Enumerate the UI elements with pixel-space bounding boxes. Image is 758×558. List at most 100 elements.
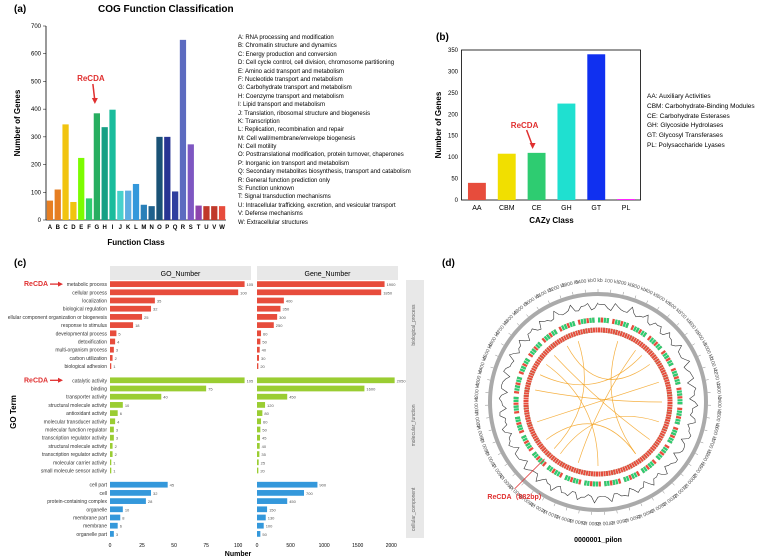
svg-text:1: 1 <box>113 364 116 369</box>
svg-text:developmental process: developmental process <box>56 331 108 337</box>
svg-text:C: C <box>63 225 68 231</box>
cog-legend-item: E: Amino acid transport and metabolism <box>238 68 418 76</box>
svg-text:A: A <box>48 225 53 231</box>
svg-text:GO_Number: GO_Number <box>161 271 201 278</box>
svg-text:5400 kb: 5400 kb <box>575 278 594 286</box>
svg-text:400: 400 <box>286 299 293 304</box>
svg-text:3: 3 <box>116 428 119 433</box>
cog-legend-item: P: Inorganic ion transport and metabolis… <box>238 160 418 168</box>
svg-text:100: 100 <box>234 543 243 549</box>
svg-text:25: 25 <box>144 315 149 320</box>
panel-a-title: COG Function Classification <box>98 4 234 15</box>
cog-legend-item: V: Defense mechanisms <box>238 210 418 218</box>
svg-text:response to stimulus: response to stimulus <box>61 323 107 329</box>
cog-legend-item: S: Function unknown <box>238 185 418 193</box>
svg-text:100: 100 <box>266 524 273 529</box>
svg-text:molecular transducer activity: molecular transducer activity <box>44 419 108 425</box>
svg-text:U: U <box>204 225 208 231</box>
svg-text:5: 5 <box>118 331 121 336</box>
cog-legend-item: C: Energy production and conversion <box>238 51 418 59</box>
svg-text:P: P <box>165 225 169 231</box>
svg-text:60: 60 <box>263 331 268 336</box>
svg-text:T: T <box>197 225 201 231</box>
svg-text:small molecule sensor activity: small molecule sensor activity <box>41 469 108 475</box>
panel-c-chart: GO_NumberGene_NumberGO Termmetabolic pro… <box>8 266 428 558</box>
svg-text:metabolic process: metabolic process <box>67 282 108 288</box>
svg-text:detoxification: detoxification <box>78 340 107 346</box>
svg-text:N: N <box>149 225 153 231</box>
svg-text:450: 450 <box>289 499 296 504</box>
svg-text:105: 105 <box>247 282 254 287</box>
cog-legend-item: W: Extracellular structures <box>238 219 418 227</box>
svg-text:multi-organism process: multi-organism process <box>55 348 107 354</box>
panel-b-legend: AA: Auxiliary ActivitiesCBM: Carbohydrat… <box>647 92 757 151</box>
svg-text:molecular_function: molecular_function <box>411 404 417 446</box>
svg-text:CBM: CBM <box>499 205 515 212</box>
svg-text:150: 150 <box>269 507 276 512</box>
svg-text:Function Class: Function Class <box>107 238 165 247</box>
svg-text:700: 700 <box>306 491 313 496</box>
svg-text:cellular component organizatio: cellular component organization or bioge… <box>8 315 107 321</box>
svg-text:catalytic activity: catalytic activity <box>72 378 107 384</box>
svg-text:700: 700 <box>31 24 42 30</box>
svg-text:AA: AA <box>472 205 482 212</box>
svg-text:organelle: organelle <box>86 507 107 513</box>
cog-legend-item: D: Cell cycle control, cell division, ch… <box>238 59 418 67</box>
panel-a: (a) COG Function Classification 01002003… <box>8 4 428 252</box>
svg-text:W: W <box>219 225 225 231</box>
svg-text:J: J <box>119 225 122 231</box>
svg-text:3: 3 <box>116 532 119 537</box>
svg-text:2: 2 <box>115 452 118 457</box>
svg-text:membrane part: membrane part <box>73 516 108 522</box>
cog-legend-item: Q: Secondary metabolites biosynthesis, t… <box>238 168 418 176</box>
cog-legend-item: O: Posttranslational modification, prote… <box>238 151 418 159</box>
svg-text:2: 2 <box>115 356 118 361</box>
svg-text:4: 4 <box>117 419 120 424</box>
svg-text:biological adhesion: biological adhesion <box>64 364 107 370</box>
svg-text:antioxidant activity: antioxidant activity <box>66 411 107 417</box>
svg-text:2000: 2000 <box>386 543 397 549</box>
svg-text:40: 40 <box>163 395 168 400</box>
svg-text:20: 20 <box>260 364 265 369</box>
cog-legend-item: N: Cell motility <box>238 143 418 151</box>
svg-text:28: 28 <box>148 499 153 504</box>
svg-text:50: 50 <box>451 177 458 183</box>
cazy-legend-item: PL: Polysaccharide Lyases <box>647 141 757 151</box>
svg-text:transporter activity: transporter activity <box>66 395 107 401</box>
svg-text:1: 1 <box>113 469 116 474</box>
svg-text:V: V <box>212 225 216 231</box>
svg-text:structural molecule activity: structural molecule activity <box>48 403 107 409</box>
svg-text:35: 35 <box>261 452 266 457</box>
svg-text:40: 40 <box>262 444 267 449</box>
svg-text:ReCDA: ReCDA <box>24 281 48 288</box>
svg-text:binding: binding <box>91 387 107 393</box>
svg-text:0: 0 <box>455 198 459 204</box>
svg-text:1600: 1600 <box>366 387 376 392</box>
svg-text:3: 3 <box>116 348 119 353</box>
svg-text:0000001_pilon: 0000001_pilon <box>574 537 622 544</box>
svg-text:protein-containing complex: protein-containing complex <box>47 499 107 505</box>
svg-text:M: M <box>141 225 146 231</box>
svg-text:localization: localization <box>82 299 107 305</box>
svg-text:600: 600 <box>31 52 42 58</box>
svg-text:80: 80 <box>264 411 269 416</box>
svg-text:50: 50 <box>262 428 267 433</box>
panel-b: (b) 050100150200250300350AACBMCEGHGTPLCA… <box>432 32 752 232</box>
svg-text:350: 350 <box>283 307 290 312</box>
cog-legend-item: A: RNA processing and modification <box>238 34 418 42</box>
panel-a-legend: A: RNA processing and modificationB: Chr… <box>238 34 418 227</box>
svg-text:200: 200 <box>448 112 459 118</box>
svg-text:Number of Genes: Number of Genes <box>13 89 22 156</box>
svg-text:120: 120 <box>267 403 274 408</box>
svg-text:32: 32 <box>153 307 158 312</box>
svg-text:25: 25 <box>139 543 145 549</box>
cog-legend-item: J: Translation, ribosomal structure and … <box>238 110 418 118</box>
svg-text:130: 130 <box>268 516 275 521</box>
svg-text:PL: PL <box>622 205 631 212</box>
svg-text:2050: 2050 <box>397 378 407 383</box>
cog-legend-item: K: Transcription <box>238 118 418 126</box>
cog-legend-item: M: Cell wall/membrane/envelope biogenesi… <box>238 135 418 143</box>
svg-text:membrane: membrane <box>83 524 107 530</box>
svg-text:100: 100 <box>448 155 459 161</box>
svg-text:50: 50 <box>171 543 177 549</box>
